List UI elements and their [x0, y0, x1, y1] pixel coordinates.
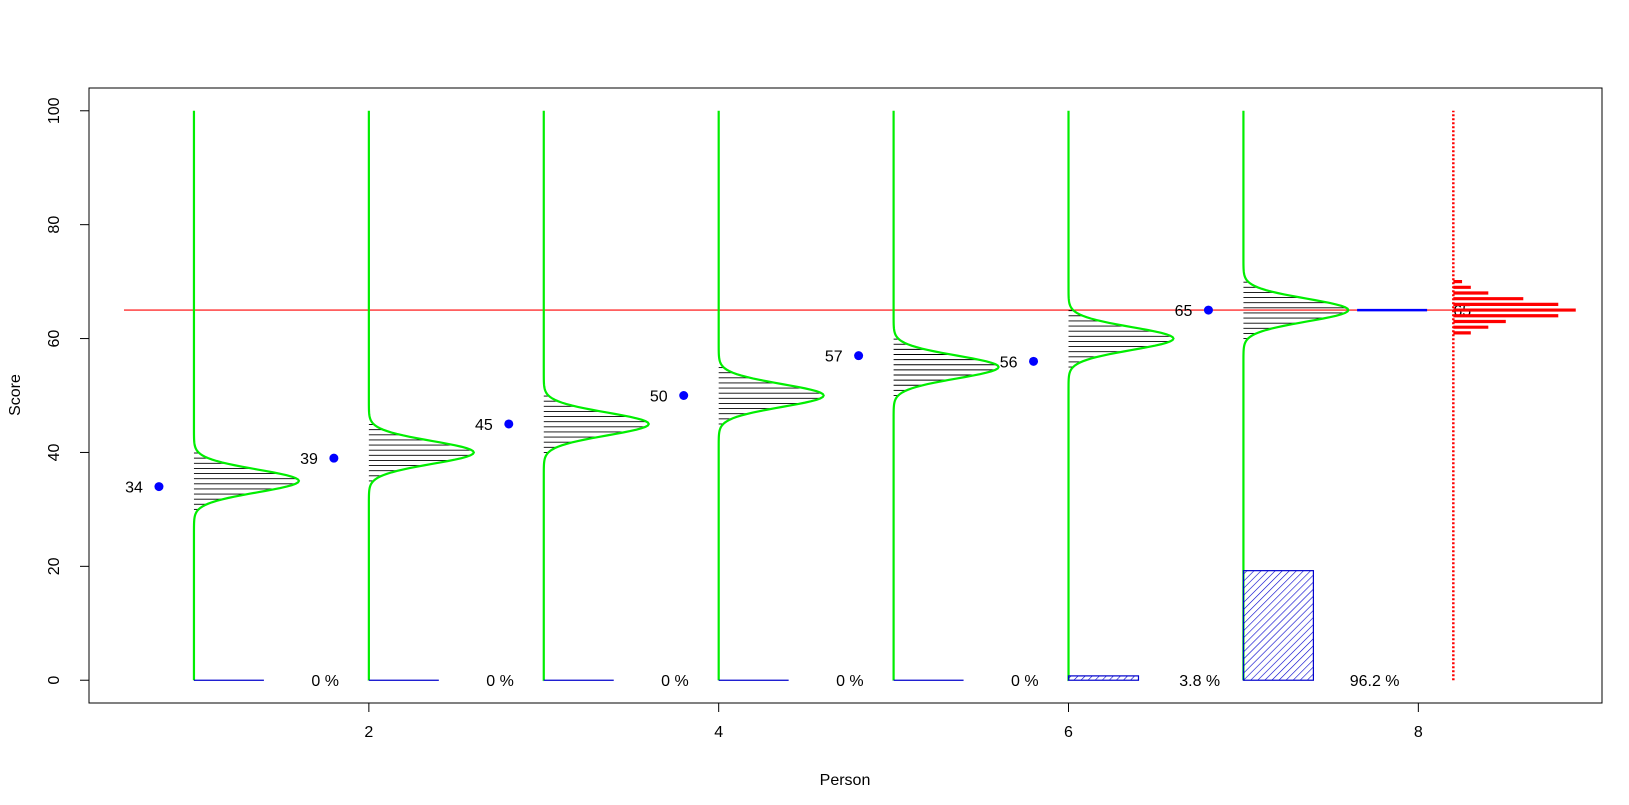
- observed-label: 34: [125, 480, 143, 497]
- observed-point: [854, 351, 864, 361]
- x-tick-label: 4: [714, 724, 723, 741]
- observed-point: [504, 419, 514, 429]
- y-axis-title: Score: [7, 374, 24, 416]
- x-axis-title: Person: [820, 772, 871, 789]
- observed-point: [1203, 305, 1213, 315]
- y-tick-label: 80: [46, 216, 63, 234]
- observed-point: [679, 391, 689, 400]
- density-curve: [192, 110, 301, 681]
- percent-label: 0 %: [1011, 673, 1039, 690]
- density-curve: [542, 110, 650, 682]
- percent-bar: [1242, 570, 1314, 681]
- observed-point: [1029, 356, 1039, 366]
- observed-point: [329, 453, 339, 463]
- x-tick-label: 8: [1414, 724, 1423, 741]
- density-curve: [1067, 110, 1175, 681]
- observed-label: 39: [300, 451, 318, 468]
- observed-point: [154, 482, 164, 492]
- density-curve: [367, 110, 476, 681]
- y-tick-label: 40: [46, 443, 63, 461]
- observed-label: 65: [1175, 303, 1193, 320]
- percent-label: 0 %: [836, 673, 864, 690]
- observed-label: 50: [650, 389, 668, 406]
- plot-frame: [88, 87, 1603, 704]
- density-curve: [892, 110, 1000, 681]
- percent-bar: [1067, 675, 1140, 681]
- x-tick-label: 2: [364, 724, 373, 741]
- observed-label: 56: [1000, 354, 1018, 371]
- x-tick-label: 6: [1064, 724, 1073, 741]
- observed-label: 57: [825, 349, 843, 366]
- y-tick-label: 20: [46, 557, 63, 575]
- percent-label: 0 %: [661, 673, 689, 690]
- density-curve: [717, 110, 825, 681]
- y-tick-label: 60: [46, 330, 63, 348]
- percent-label: 3.8 %: [1179, 673, 1220, 690]
- percent-label: 0 %: [311, 673, 339, 690]
- observed-label: 45: [475, 417, 493, 434]
- percent-label: 96.2 %: [1350, 673, 1400, 690]
- y-tick-label: 100: [46, 97, 63, 124]
- y-tick-label: 0: [46, 676, 63, 685]
- percent-label: 0 %: [486, 673, 514, 690]
